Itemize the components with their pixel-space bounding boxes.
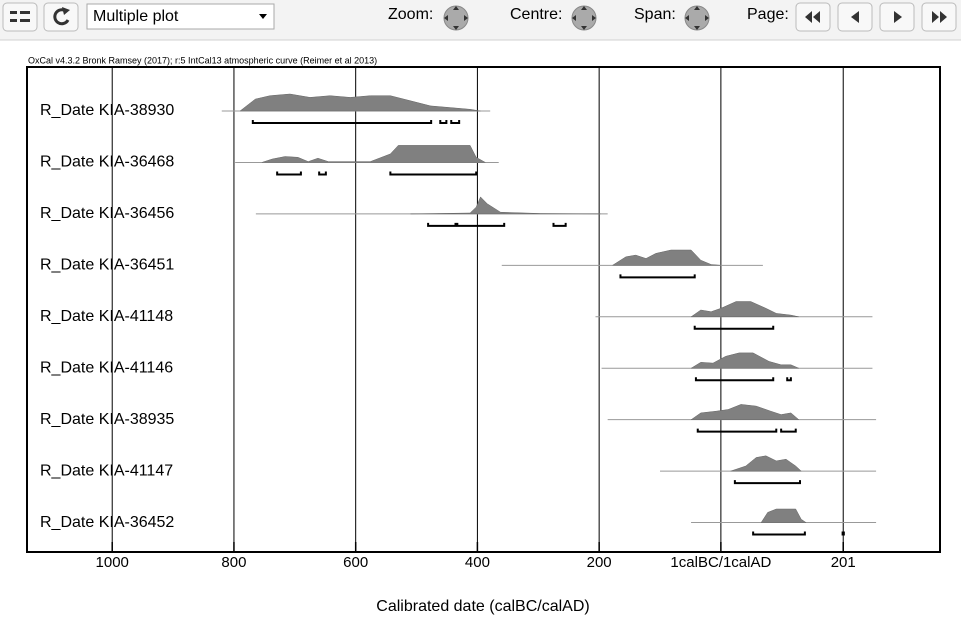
span-label: Span:: [634, 6, 676, 23]
menu-button[interactable]: [2, 2, 38, 32]
density: [239, 93, 481, 112]
range-bracket: [696, 428, 778, 433]
range-bracket: [752, 531, 806, 536]
page-label: Page:: [747, 6, 789, 23]
centre-label: Centre:: [510, 6, 562, 23]
density: [730, 455, 802, 472]
page-next-button[interactable]: [879, 2, 915, 32]
range-bracket: [780, 428, 797, 433]
row-label: R_Date KIA-36468: [40, 154, 174, 171]
x-tick-label: 201: [831, 554, 856, 571]
range-bracket: [389, 171, 478, 176]
range-bracket: [733, 480, 802, 485]
row-label: R_Date KIA-38930: [40, 102, 174, 119]
x-tick-label: 600: [343, 554, 368, 571]
row-label: R_Date KIA-36451: [40, 257, 174, 274]
row-label: R_Date KIA-41147: [40, 462, 173, 479]
range-bracket: [251, 120, 433, 124]
x-axis-title: Calibrated date (calBC/calAD): [376, 598, 589, 615]
zoom-dial[interactable]: [443, 5, 469, 31]
range-bracket: [439, 120, 448, 124]
density: [690, 404, 800, 420]
plot-select-value: Multiple plot: [93, 8, 179, 25]
x-tick-label: 400: [465, 554, 490, 571]
row-label: R_Date KIA-38935: [40, 411, 174, 428]
density: [690, 352, 799, 369]
range-bracket: [427, 222, 457, 227]
span-dial[interactable]: [684, 5, 710, 31]
density: [410, 196, 601, 215]
row-label: R_Date KIA-41148: [40, 308, 173, 325]
plot-frame: [26, 66, 941, 553]
range-bracket: [456, 222, 506, 227]
x-tick-label: 200: [587, 554, 612, 571]
range-bracket: [693, 325, 775, 330]
plot-select[interactable]: Multiple plot: [86, 3, 275, 30]
range-bracket: [276, 171, 302, 176]
range-bracket: [841, 531, 845, 536]
centre-dial[interactable]: [571, 5, 597, 31]
range-bracket: [450, 120, 461, 124]
density: [760, 508, 807, 523]
x-tick-label: 800: [221, 554, 246, 571]
range-bracket: [619, 274, 696, 279]
row-label: R_Date KIA-36452: [40, 514, 174, 531]
range-bracket: [552, 222, 567, 227]
page-last-button[interactable]: [921, 2, 957, 32]
density: [690, 301, 799, 318]
page-prev-button[interactable]: [837, 2, 873, 32]
refresh-button[interactable]: [43, 2, 79, 32]
row-label: R_Date KIA-36456: [40, 205, 174, 222]
x-tick-label: 1000: [96, 554, 129, 571]
page-first-button[interactable]: [795, 2, 831, 32]
density: [261, 145, 487, 163]
range-bracket: [786, 377, 792, 382]
x-tick-label: 1calBC/1calAD: [670, 554, 771, 571]
range-bracket: [318, 171, 327, 176]
density: [611, 249, 721, 266]
range-bracket: [694, 377, 775, 382]
row-label: R_Date KIA-41146: [40, 359, 173, 376]
zoom-label: Zoom:: [388, 6, 433, 23]
credit: OxCal v4.3.2 Bronk Ramsey (2017); r:5 In…: [28, 55, 377, 65]
